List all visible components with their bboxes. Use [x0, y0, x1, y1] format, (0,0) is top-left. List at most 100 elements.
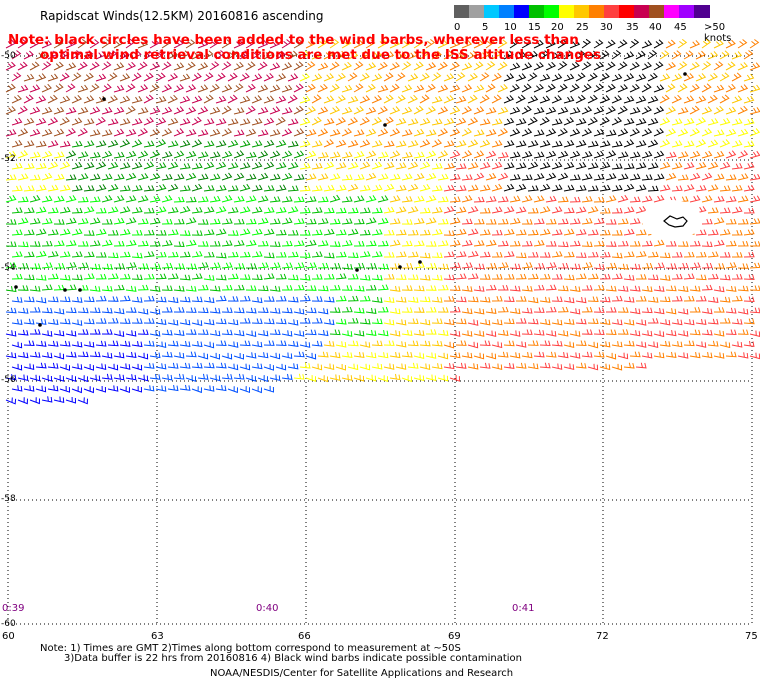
- wind-barb: [713, 330, 725, 337]
- wind-barb: [233, 373, 245, 380]
- wind-barb: [155, 184, 167, 192]
- wind-barb: [623, 340, 635, 347]
- wind-barb: [653, 352, 665, 359]
- wind-barb: [503, 162, 515, 170]
- wind-barb: [437, 61, 448, 71]
- wind-barb: [215, 140, 227, 148]
- wind-barb: [443, 296, 455, 302]
- wind-barb: [395, 274, 407, 280]
- wind-barb: [515, 318, 527, 324]
- wind-barb: [371, 207, 383, 214]
- wind-barb: [359, 116, 370, 126]
- wind-barb: [395, 117, 407, 126]
- wind-barb: [131, 139, 143, 148]
- wind-barb: [107, 183, 119, 192]
- wind-barb: [131, 50, 142, 60]
- wind-barb: [317, 217, 329, 225]
- wind-barb: [689, 352, 701, 359]
- wind-barb: [185, 285, 197, 292]
- wind-barb: [47, 362, 59, 369]
- wind-barb: [263, 206, 275, 214]
- wind-barb: [107, 161, 119, 170]
- wind-barb: [59, 50, 70, 60]
- wind-barb: [191, 139, 203, 148]
- wind-barb: [665, 83, 676, 93]
- wind-barb: [47, 94, 58, 104]
- wind-barb: [449, 84, 461, 93]
- wind-barb: [83, 95, 95, 104]
- wind-barb: [557, 83, 568, 93]
- wind-barb: [707, 296, 719, 303]
- wind-barb: [293, 330, 305, 337]
- wind-barb: [347, 139, 359, 148]
- wind-barb: [623, 183, 635, 192]
- wind-barb: [251, 274, 263, 281]
- wind-barb: [323, 139, 335, 148]
- wind-barb: [539, 362, 551, 369]
- wind-barb: [617, 285, 629, 292]
- wind-barb: [383, 229, 395, 236]
- wind-barb: [239, 274, 251, 280]
- wind-barb: [671, 319, 683, 326]
- wind-barb: [96, 252, 107, 258]
- wind-barb: [287, 340, 299, 347]
- wind-barb: [185, 239, 197, 247]
- wind-barb: [29, 285, 41, 292]
- wind-barb: [11, 117, 23, 126]
- wind-barb: [83, 140, 95, 148]
- wind-barb: [449, 217, 461, 225]
- wind-barb: [341, 239, 353, 247]
- wind-barb: [606, 219, 617, 225]
- wind-barb: [83, 162, 95, 170]
- wind-barb: [143, 207, 155, 214]
- wind-barb: [533, 61, 544, 71]
- wind-barb: [431, 318, 443, 324]
- wind-barb: [551, 340, 563, 347]
- wind-barb: [485, 172, 497, 181]
- wind-barb: [636, 274, 647, 280]
- wind-barb: [377, 105, 388, 115]
- wind-barb: [719, 341, 731, 349]
- wind-barb: [11, 251, 23, 258]
- wind-barb: [341, 39, 352, 49]
- wind-barb: [329, 307, 341, 313]
- wind-barb: [467, 94, 478, 104]
- wind-barb: [581, 128, 593, 137]
- wind-barb: [53, 128, 65, 137]
- wind-barb: [29, 263, 41, 269]
- wind-barb: [545, 172, 557, 181]
- wind-barb: [377, 306, 389, 313]
- wind-barb: [59, 161, 71, 170]
- wind-barb: [263, 252, 275, 259]
- wind-barb: [719, 185, 731, 192]
- wind-barb: [527, 207, 539, 214]
- wind-barb: [5, 174, 17, 181]
- wind-barb: [107, 50, 118, 60]
- wind-barb: [275, 229, 287, 236]
- wind-barb: [743, 73, 755, 82]
- wind-barb: [359, 161, 371, 170]
- wind-barb: [473, 352, 485, 360]
- wind-barb: [221, 240, 233, 247]
- wind-barb: [77, 173, 89, 181]
- wind-barb: [167, 206, 179, 214]
- wind-barb: [329, 61, 340, 71]
- wind-barb: [77, 351, 89, 358]
- wind-barb: [11, 140, 23, 148]
- wind-barb: [527, 72, 538, 82]
- wind-barb: [29, 217, 41, 225]
- wind-barb: [269, 262, 281, 269]
- wind-barb: [251, 228, 263, 236]
- wind-barb: [413, 329, 425, 336]
- wind-barb: [173, 84, 185, 93]
- wind-barb: [395, 140, 407, 148]
- wind-barb: [269, 40, 281, 49]
- wind-barb: [749, 218, 760, 225]
- wind-barb: [305, 285, 317, 291]
- wind-barb: [545, 330, 557, 337]
- wind-barb: [95, 363, 107, 370]
- wind-barb: [245, 195, 257, 203]
- wind-barb: [731, 140, 743, 148]
- wind-barb: [113, 217, 125, 225]
- wind-barb: [707, 207, 719, 214]
